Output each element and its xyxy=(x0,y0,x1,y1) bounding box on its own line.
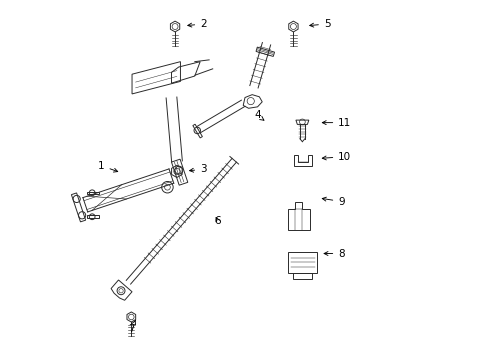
Text: 1: 1 xyxy=(98,161,118,172)
Text: 5: 5 xyxy=(310,19,331,29)
Text: 3: 3 xyxy=(190,164,207,174)
Text: 10: 10 xyxy=(322,152,351,162)
Text: 9: 9 xyxy=(322,197,345,207)
Text: 2: 2 xyxy=(188,19,207,29)
Text: 11: 11 xyxy=(322,118,351,128)
Text: 8: 8 xyxy=(324,248,345,258)
Text: 6: 6 xyxy=(215,216,221,226)
Text: 7: 7 xyxy=(128,321,135,334)
Text: 4: 4 xyxy=(254,111,264,121)
